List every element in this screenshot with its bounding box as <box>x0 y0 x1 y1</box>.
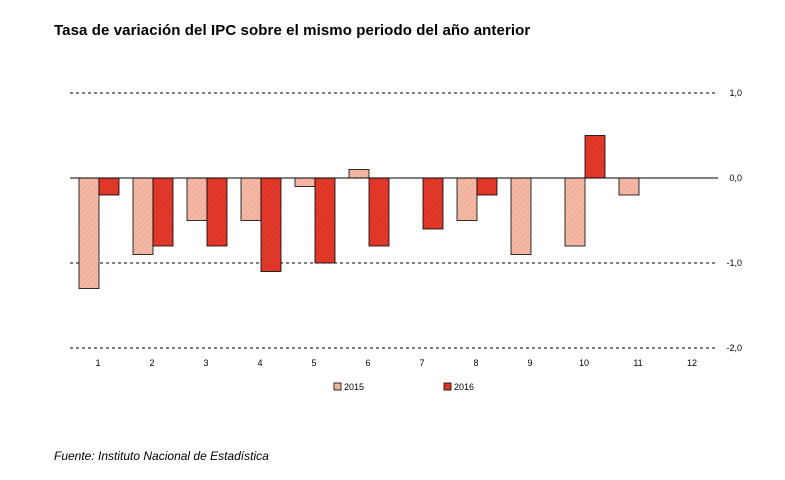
bar-2016-7 <box>422 177 444 230</box>
x-tick-label: 7 <box>419 358 424 368</box>
bar-2015-10 <box>564 177 586 247</box>
legend-label: 2016 <box>454 382 474 392</box>
y-tick-label: -1,0 <box>726 258 742 268</box>
y-tick-label: 1,0 <box>729 88 742 98</box>
x-tick-label: 10 <box>579 358 589 368</box>
bar-2016-3 <box>206 177 228 247</box>
legend-item-2015: 2015 <box>333 382 364 392</box>
source-note: Fuente: Instituto Nacional de Estadístic… <box>54 449 269 463</box>
bar-2015-2 <box>132 177 154 255</box>
x-tick-label: 3 <box>203 358 208 368</box>
x-tick-label: 4 <box>257 358 262 368</box>
bar-2015-4 <box>240 177 262 221</box>
bar-2016-4 <box>260 177 282 272</box>
x-tick-label: 2 <box>149 358 154 368</box>
x-tick-label: 5 <box>311 358 316 368</box>
x-tick-label: 8 <box>473 358 478 368</box>
bar-2016-8 <box>476 177 498 196</box>
legend-item-2016: 2016 <box>443 382 474 392</box>
bar-2016-10 <box>584 135 606 179</box>
bar-2015-11 <box>618 177 640 196</box>
bar-2015-8 <box>456 177 478 221</box>
legend-swatch <box>443 382 452 391</box>
bar-2015-5 <box>294 177 316 187</box>
x-tick-label: 11 <box>633 358 642 368</box>
bar-2015-1 <box>78 177 100 289</box>
bar-2016-1 <box>98 177 120 196</box>
bar-2015-3 <box>186 177 208 221</box>
x-tick-label: 6 <box>365 358 370 368</box>
x-tick-label: 12 <box>687 358 697 368</box>
gridlines <box>70 92 718 349</box>
bar-2016-5 <box>314 177 336 264</box>
legend: 2015 2016 <box>333 382 474 392</box>
bar-2015-9 <box>510 177 532 255</box>
x-tick-label: 9 <box>527 358 532 368</box>
bar-2016-2 <box>152 177 174 247</box>
y-tick-label: 0,0 <box>729 173 742 183</box>
y-tick-label: -2,0 <box>726 343 742 353</box>
legend-swatch <box>333 382 342 391</box>
bars <box>78 135 640 289</box>
x-tick-label: 1 <box>95 358 100 368</box>
bar-2016-6 <box>368 177 390 247</box>
bar-2015-6 <box>348 169 370 179</box>
axes: 1,00,0-1,0-2,01 2 3 4 5 6 7 8 9 10 11 12 <box>70 88 742 368</box>
legend-label: 2015 <box>344 382 364 392</box>
chart-title: Tasa de variación del IPC sobre el mismo… <box>54 22 531 39</box>
